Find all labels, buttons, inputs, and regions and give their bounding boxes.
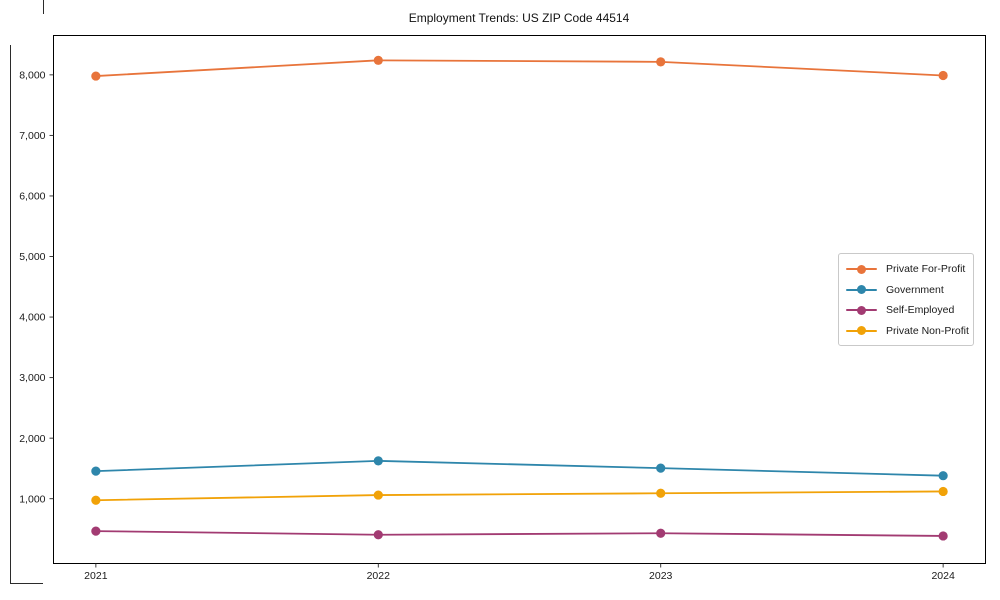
legend-marker-self-employed-icon (846, 305, 877, 315)
data-point-marker (91, 495, 101, 505)
screen-edge-artifact-left (10, 45, 11, 583)
data-point-marker (373, 456, 383, 466)
x-tick-label: 2022 (367, 570, 391, 582)
legend-item-private-non-profit: Private Non-Profit (846, 321, 969, 342)
x-tick-label: 2024 (931, 570, 955, 582)
series-line (94, 490, 945, 502)
data-point-marker (938, 70, 948, 81)
data-point-marker (938, 471, 948, 481)
y-tick-label: 6,000 (19, 191, 45, 203)
y-tick-label: 3,000 (19, 372, 45, 384)
y-tick-label: 7,000 (19, 130, 45, 142)
data-point-marker (91, 71, 101, 81)
screen-edge-artifact-top (43, 0, 44, 14)
legend-label: Private Non-Profit (886, 324, 969, 337)
legend-marker-government-icon (846, 285, 877, 295)
screen-edge-artifact-bottom (10, 583, 43, 584)
data-point-marker (656, 488, 666, 498)
data-point-marker (91, 526, 101, 536)
legend-marker-private-non-profit-icon (846, 326, 877, 336)
legend-item-self-employed: Self-Employed (846, 300, 967, 321)
legend-label: Self-Employed (886, 304, 955, 317)
legend-marker-private-for-profit-icon (846, 264, 877, 274)
data-point-marker (91, 466, 101, 476)
data-point-marker (656, 57, 666, 67)
y-tick-label: 5,000 (19, 251, 45, 263)
series-line (94, 530, 945, 537)
y-tick-label: 2,000 (19, 433, 45, 445)
legend-label: Government (886, 283, 944, 296)
series-line (94, 59, 945, 77)
legend-label: Private For-Profit (886, 263, 966, 276)
x-tick-label: 2021 (84, 570, 108, 582)
data-point-marker (373, 490, 383, 500)
legend: Private For-Profit Government Self-Emplo… (838, 253, 974, 346)
x-tick-label: 2023 (649, 570, 673, 582)
plot-border (53, 35, 986, 564)
data-point-marker (938, 531, 948, 541)
y-tick-label: 8,000 (19, 69, 45, 81)
series-line (94, 459, 945, 477)
data-point-marker (938, 486, 948, 497)
y-tick-label: 1,000 (19, 493, 45, 505)
data-point-marker (373, 55, 383, 65)
legend-item-government: Government (846, 280, 967, 301)
data-point-marker (373, 530, 383, 540)
legend-item-private-for-profit: Private For-Profit (846, 259, 967, 280)
y-tick-label: 4,000 (19, 312, 45, 324)
data-point-marker (656, 528, 666, 538)
chart-title: Employment Trends: US ZIP Code 44514 (408, 11, 630, 25)
data-point-marker (656, 463, 666, 473)
